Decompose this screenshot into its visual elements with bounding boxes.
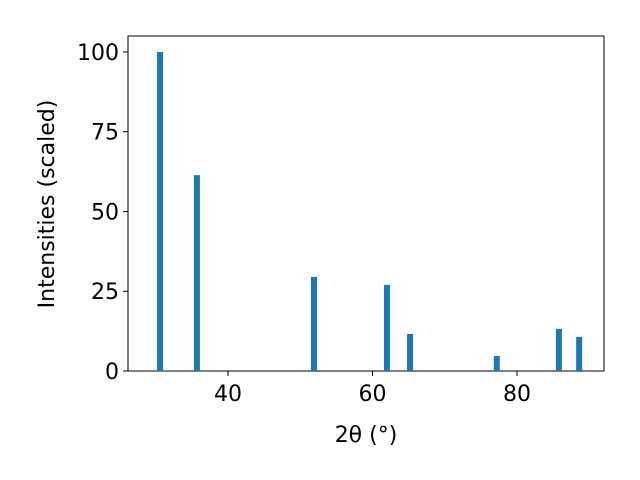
bar — [383, 284, 390, 371]
bar — [193, 175, 200, 371]
bar — [157, 51, 164, 371]
bar — [576, 336, 583, 371]
x-axis-label: 2θ (°) — [335, 423, 398, 448]
x-tick-label: 40 — [214, 382, 242, 407]
plot-frame — [127, 35, 605, 372]
y-tick-label: 0 — [105, 360, 119, 385]
x-tick-label: 60 — [359, 382, 387, 407]
y-axis-label: Intensities (scaled) — [35, 100, 60, 309]
y-tick-label: 75 — [91, 121, 119, 146]
y-tick-label: 100 — [77, 41, 119, 66]
bar — [555, 328, 562, 371]
bar — [310, 276, 317, 371]
y-tick-label: 50 — [91, 200, 119, 225]
x-tick-label: 80 — [503, 382, 531, 407]
bar — [493, 356, 500, 371]
y-tick-label: 25 — [91, 280, 119, 305]
bar — [407, 333, 414, 371]
